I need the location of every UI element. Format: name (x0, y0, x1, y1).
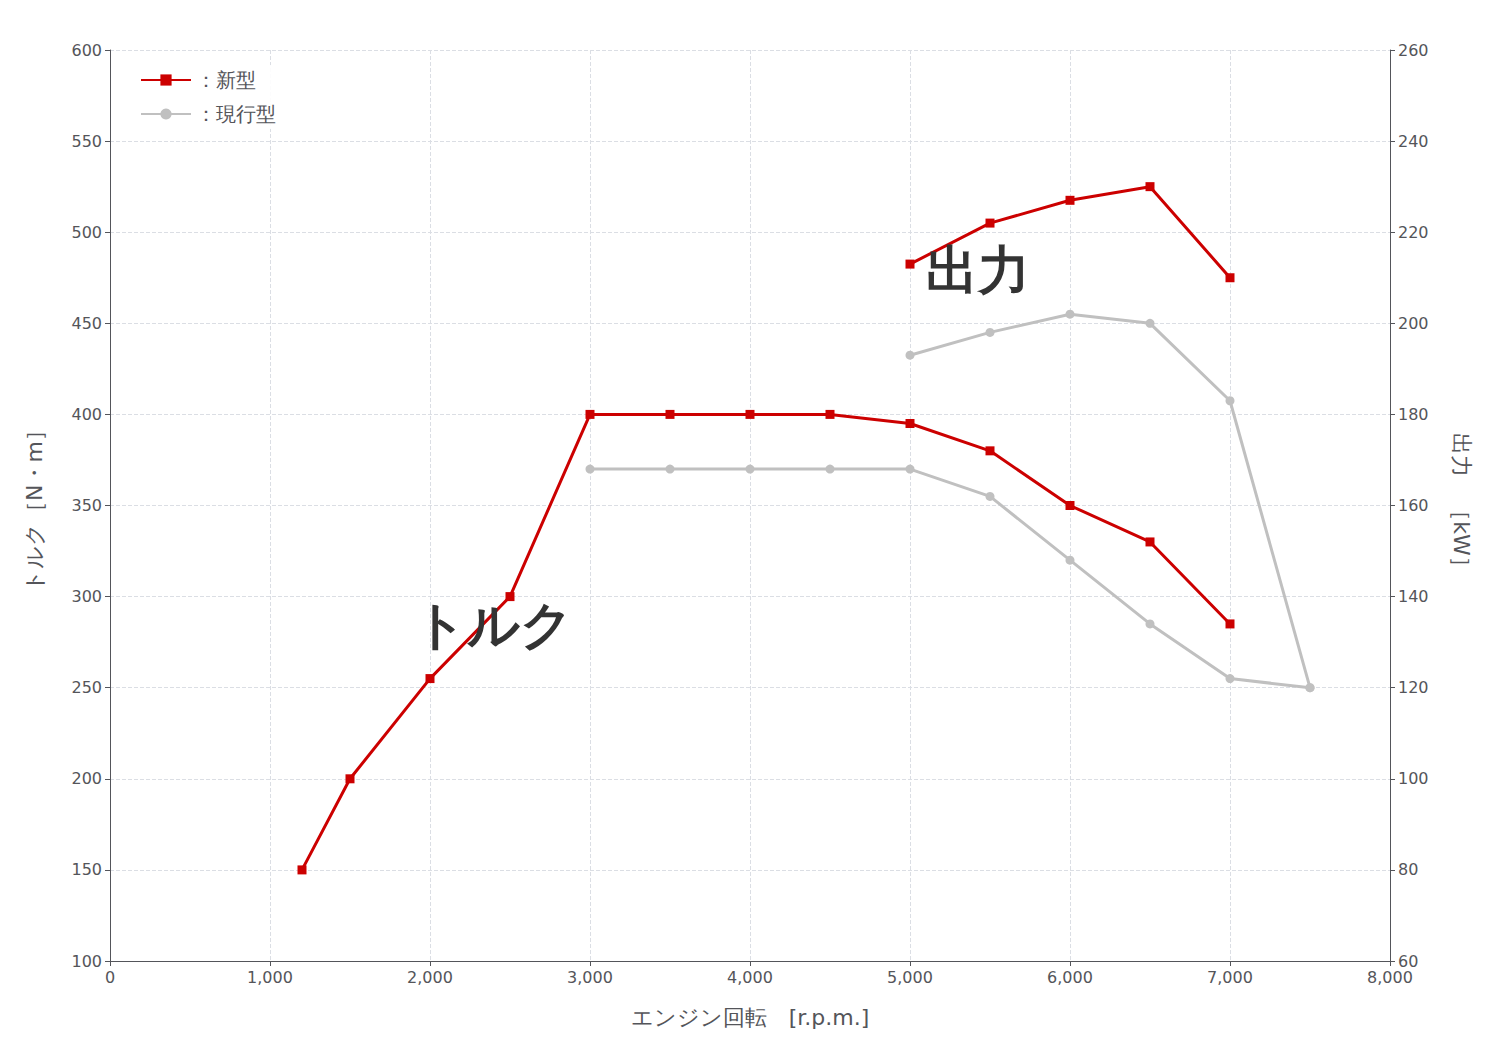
svg-text:5,000: 5,000 (887, 968, 933, 987)
svg-text:60: 60 (1398, 951, 1419, 971)
svg-text:トルク［N・m］: トルク［N・m］ (22, 419, 47, 592)
svg-text:4,000: 4,000 (727, 968, 773, 987)
svg-text:80: 80 (1398, 860, 1418, 879)
svg-text:0: 0 (105, 968, 115, 987)
svg-text:450: 450 (71, 314, 102, 333)
svg-text:出力 ［kW］: 出力 ［kW］ (1449, 433, 1474, 578)
svg-text:150: 150 (71, 860, 102, 879)
svg-text:トルク: トルク (414, 595, 573, 655)
svg-text:200: 200 (1398, 314, 1429, 333)
svg-text:エンジン回転 [r.p.m.]: エンジン回転 [r.p.m.] (631, 1005, 870, 1030)
svg-text:220: 220 (1398, 223, 1429, 242)
svg-text:500: 500 (71, 223, 102, 242)
svg-text:100: 100 (71, 952, 102, 971)
svg-text:出力: 出力 (926, 240, 1030, 300)
svg-text:160: 160 (1398, 496, 1429, 515)
svg-text:350: 350 (71, 496, 102, 515)
svg-text:100: 100 (1398, 769, 1429, 788)
svg-text:250: 250 (71, 678, 102, 697)
svg-text:550: 550 (71, 132, 102, 151)
svg-text:240: 240 (1398, 132, 1429, 151)
svg-text:600: 600 (71, 41, 102, 60)
svg-text:6,000: 6,000 (1047, 968, 1093, 987)
svg-text:400: 400 (71, 405, 102, 424)
svg-text:3,000: 3,000 (567, 968, 613, 987)
svg-text:200: 200 (71, 769, 102, 788)
svg-text:2,000: 2,000 (407, 968, 453, 987)
svg-text:8,000: 8,000 (1367, 968, 1413, 987)
svg-text:1,000: 1,000 (247, 968, 293, 987)
svg-text:：新型: ：新型 (196, 68, 256, 92)
svg-text:7,000: 7,000 (1207, 968, 1253, 987)
svg-text:：現行型: ：現行型 (196, 102, 276, 126)
svg-text:180: 180 (1398, 405, 1429, 424)
svg-text:140: 140 (1398, 587, 1429, 606)
svg-text:300: 300 (71, 587, 102, 606)
svg-text:120: 120 (1398, 678, 1429, 697)
svg-text:260: 260 (1398, 41, 1429, 60)
